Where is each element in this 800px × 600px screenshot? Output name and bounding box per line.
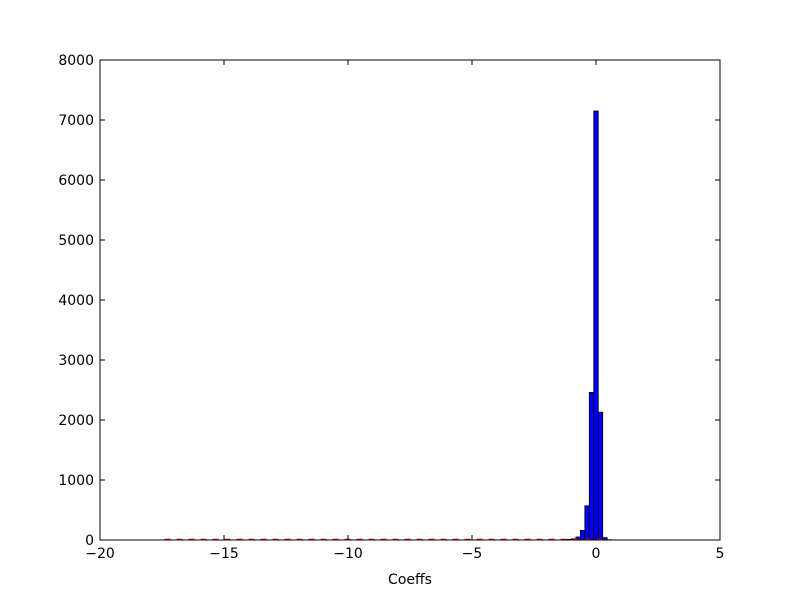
histogram-bars (562, 110, 613, 541)
y-tick-label: 2000 (58, 413, 94, 429)
histogram-bar (593, 110, 599, 541)
x-tick-label: −20 (85, 546, 115, 562)
y-tick-label: 1000 (58, 473, 94, 489)
y-tick-label: 0 (85, 533, 94, 549)
histogram-bar (579, 530, 586, 541)
y-tick-label: 7000 (58, 113, 94, 129)
x-tick-label: −5 (462, 546, 483, 562)
y-tick-label: 4000 (58, 293, 94, 309)
y-tick-label: 8000 (58, 53, 94, 69)
x-axis-ticks: −20 −15 −10 −5 0 5 (85, 60, 724, 562)
y-tick-label: 6000 (58, 173, 94, 189)
histogram-bar (588, 391, 595, 541)
y-tick-label: 5000 (58, 233, 94, 249)
x-axis-label: Coeffs (388, 572, 432, 588)
histogram-bar (584, 505, 590, 541)
y-tick-label: 3000 (58, 353, 94, 369)
plot-frame (99, 59, 721, 541)
x-tick-label: 0 (592, 546, 601, 562)
x-tick-label: −15 (209, 546, 239, 562)
x-tick-label: 5 (716, 546, 725, 562)
x-tick-label: −10 (333, 546, 363, 562)
y-axis-ticks: 0 1000 2000 3000 4000 5000 6000 7000 8000 (58, 53, 720, 549)
histogram-bar (597, 411, 604, 541)
